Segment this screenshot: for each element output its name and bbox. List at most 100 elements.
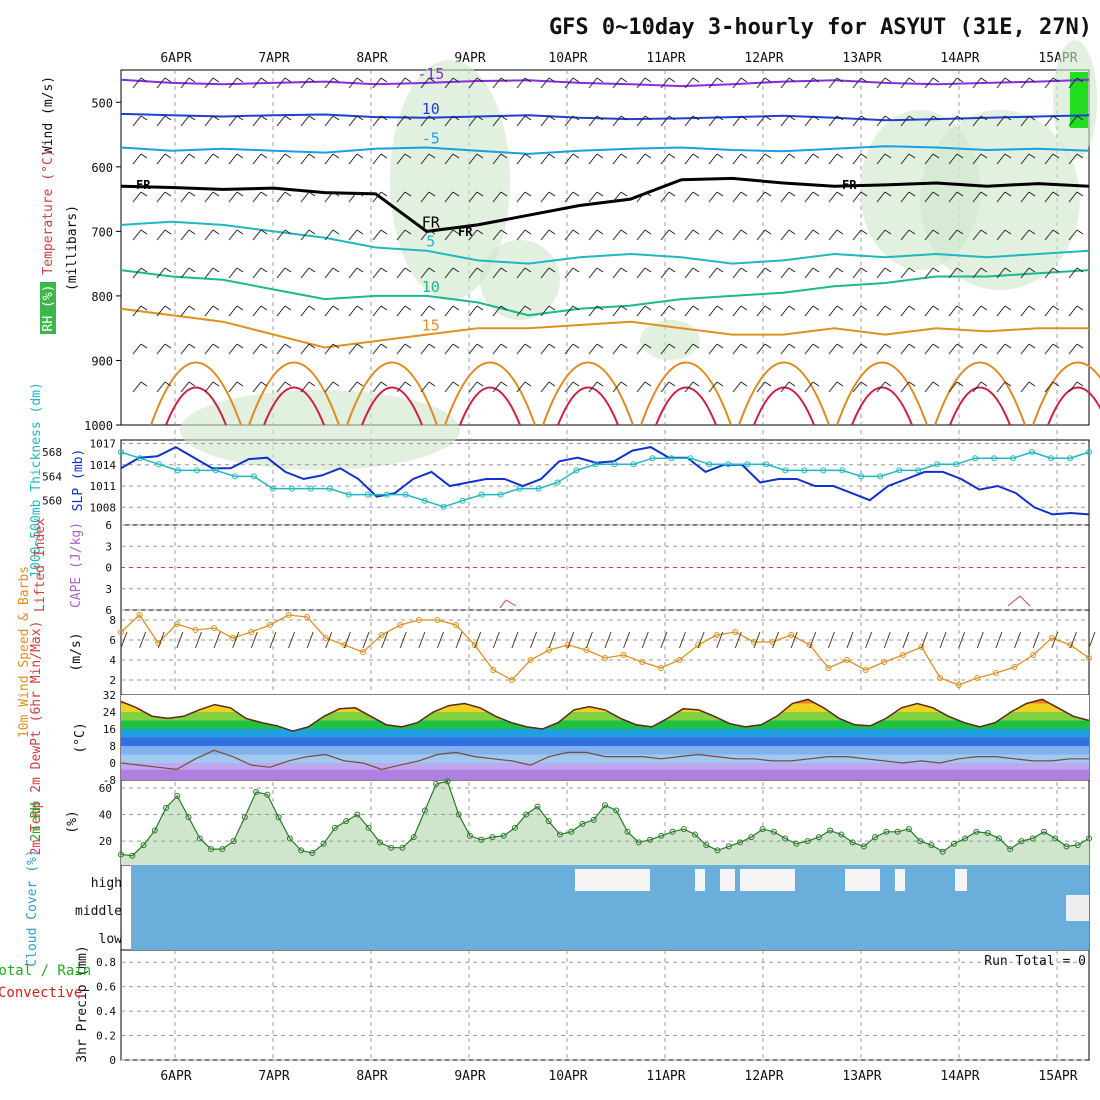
wind-barb bbox=[180, 381, 190, 393]
wind-barb bbox=[348, 267, 358, 279]
wind-barb bbox=[236, 305, 244, 311]
wind-barb bbox=[732, 343, 742, 355]
wind-barb bbox=[828, 153, 838, 165]
freezing-level-label: FR bbox=[842, 178, 857, 192]
surface-wind-barb bbox=[232, 631, 240, 649]
wind-barb bbox=[476, 381, 484, 387]
rh-legend-swatch bbox=[40, 282, 56, 334]
rh-line-point bbox=[298, 847, 305, 854]
wind-barb bbox=[836, 343, 844, 349]
wind-barb bbox=[972, 305, 982, 317]
wind-barb bbox=[1052, 191, 1060, 197]
wind-barb bbox=[740, 115, 748, 121]
surface-wind-barb bbox=[585, 631, 593, 649]
wind-barb bbox=[948, 381, 958, 393]
wind-barb bbox=[876, 153, 886, 165]
wind-barb bbox=[452, 191, 460, 197]
thickness-line-point bbox=[364, 491, 371, 498]
thickness-line-point bbox=[326, 485, 333, 492]
wind-barb bbox=[756, 267, 766, 279]
thickness-line-point bbox=[459, 497, 466, 504]
wind-barb bbox=[1004, 153, 1012, 159]
wind-barb bbox=[476, 229, 484, 235]
wind-speed-line-point bbox=[1048, 635, 1055, 641]
rh-line-point bbox=[782, 835, 789, 842]
temp-color-band bbox=[121, 754, 1089, 763]
wind-barb bbox=[492, 343, 502, 355]
date-label-bottom: 13APR bbox=[842, 1069, 881, 1084]
wind-barb bbox=[564, 77, 574, 89]
thickness-line-point bbox=[687, 455, 694, 462]
wind-barb bbox=[692, 115, 700, 121]
rh-line-point bbox=[556, 831, 563, 838]
wind-barb bbox=[732, 381, 742, 393]
wind-barb bbox=[404, 153, 412, 159]
wind-barb bbox=[1028, 343, 1036, 349]
wind-barb bbox=[188, 343, 196, 349]
rh-line-point bbox=[883, 828, 890, 835]
boundary-arch bbox=[851, 386, 913, 426]
wind-barb bbox=[132, 191, 142, 203]
surface-wind-barb bbox=[790, 631, 798, 649]
wind-barb bbox=[404, 343, 412, 349]
precip-tick-label: 0.6 bbox=[96, 981, 116, 994]
wind-barb bbox=[492, 381, 502, 393]
wind-speed-line-point bbox=[974, 675, 981, 681]
date-label-bottom: 9APR bbox=[454, 1069, 485, 1084]
wind-barb bbox=[1028, 77, 1036, 83]
boundary-arch bbox=[459, 386, 521, 426]
rh-line-point bbox=[118, 851, 124, 858]
wind-barb bbox=[156, 191, 166, 203]
wind-barb bbox=[860, 305, 868, 311]
rh-area bbox=[121, 781, 1089, 865]
wind-barb bbox=[492, 229, 502, 241]
precip-tick-label: 0 bbox=[109, 1054, 116, 1067]
wind-barb bbox=[684, 381, 694, 393]
wind-barb bbox=[852, 305, 862, 317]
wind-barb bbox=[756, 153, 766, 165]
wind-barb bbox=[764, 267, 772, 273]
wind-barb bbox=[444, 381, 454, 393]
wind-barb bbox=[396, 343, 406, 355]
rh-line-point bbox=[511, 824, 518, 831]
wind-barb bbox=[996, 153, 1006, 165]
axis-label-rh-units: (%) bbox=[65, 810, 80, 833]
wind-speed-line-point bbox=[620, 652, 627, 658]
wind-barb bbox=[660, 77, 670, 89]
wind-barb bbox=[284, 77, 292, 83]
wind-barb bbox=[468, 229, 478, 241]
wind-barb bbox=[948, 305, 958, 317]
rh-line-point bbox=[568, 828, 575, 835]
wind-barb bbox=[588, 229, 598, 241]
wind-barb bbox=[788, 153, 796, 159]
wind-speed-line-point bbox=[434, 617, 441, 623]
wind-barb bbox=[948, 115, 958, 127]
wind-barb bbox=[620, 153, 628, 159]
wind-barb bbox=[668, 153, 676, 159]
wind-barb bbox=[356, 343, 364, 349]
wind-barb bbox=[908, 77, 916, 83]
wind-barb bbox=[932, 343, 940, 349]
rh-tick-label: 40 bbox=[99, 809, 112, 822]
wind-barb bbox=[1020, 77, 1030, 89]
wind-barb bbox=[308, 305, 316, 311]
wind-barb bbox=[684, 305, 694, 317]
wind-barb bbox=[1068, 229, 1078, 241]
wind-barb bbox=[252, 77, 262, 89]
wind-barb bbox=[332, 229, 340, 235]
wind-barb bbox=[252, 381, 262, 393]
wind-barb bbox=[348, 343, 358, 355]
surface-wind-barb bbox=[213, 631, 221, 649]
wind-barb bbox=[900, 77, 910, 89]
wind-barb bbox=[324, 191, 334, 203]
wind-barb bbox=[132, 229, 142, 241]
wind-barb bbox=[1004, 191, 1012, 197]
wind-barb bbox=[332, 115, 340, 121]
wind-barb bbox=[860, 153, 868, 159]
wind-barb bbox=[524, 153, 532, 159]
surface-wind-barb bbox=[920, 631, 928, 649]
wind-barb bbox=[140, 77, 148, 83]
wind-barb bbox=[684, 115, 694, 127]
wind-barb bbox=[620, 343, 628, 349]
wind-barb bbox=[1052, 343, 1060, 349]
